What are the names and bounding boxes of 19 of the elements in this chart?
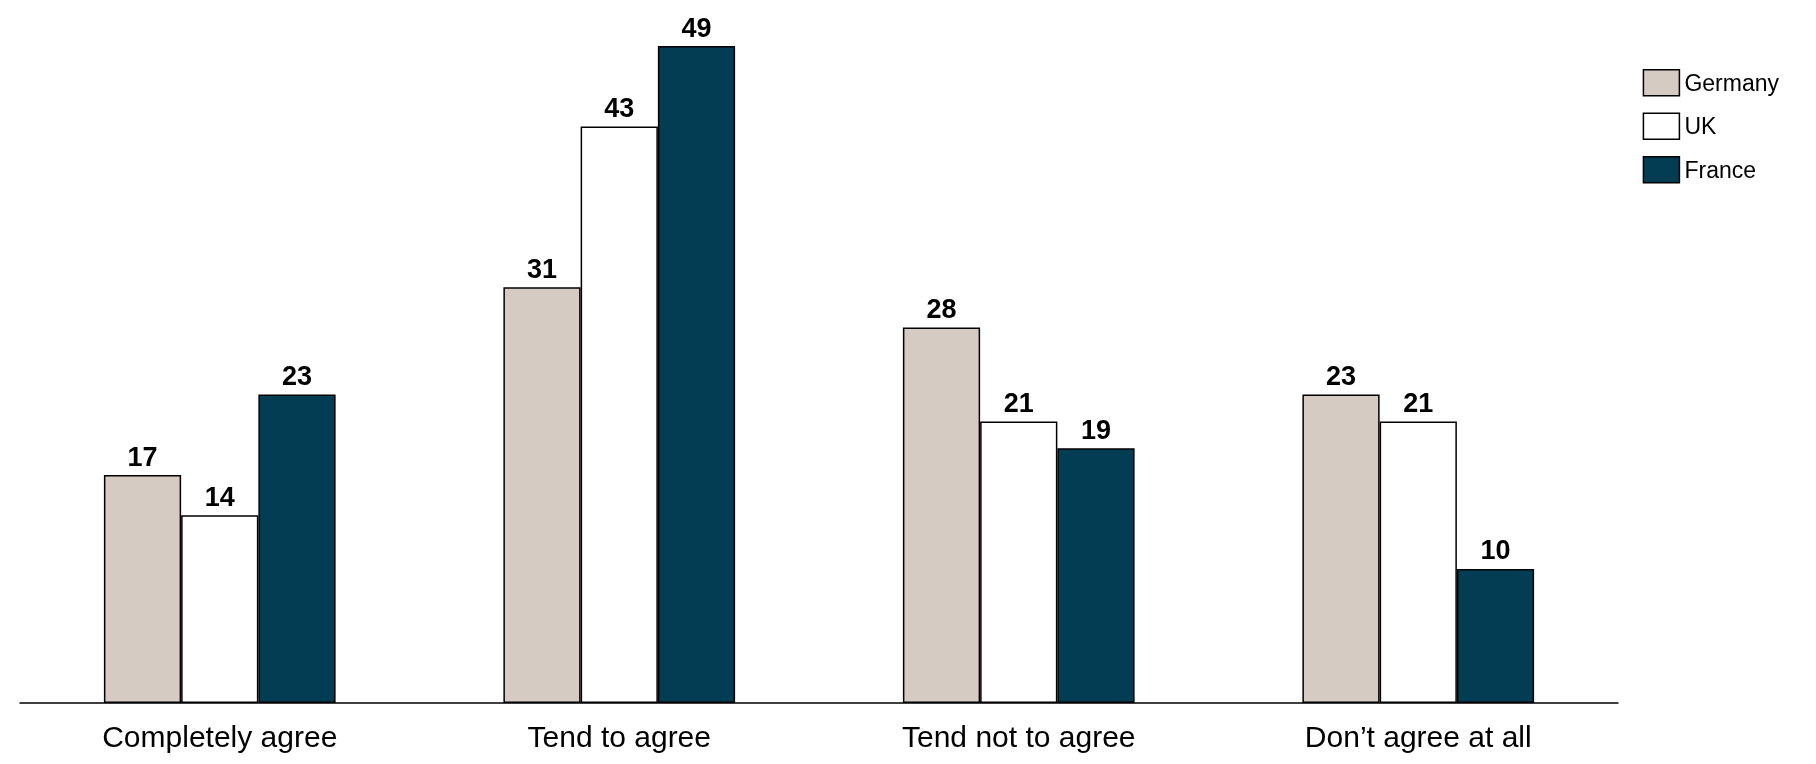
data-label: 19 bbox=[1080, 414, 1112, 445]
data-label: 17 bbox=[127, 441, 158, 472]
data-label: 21 bbox=[1003, 387, 1034, 418]
data-label: 31 bbox=[526, 253, 558, 284]
x-tick-label: Tend to agree bbox=[527, 719, 711, 753]
data-label: 49 bbox=[681, 12, 712, 43]
legend-label: UK bbox=[1684, 113, 1718, 140]
data-label: 43 bbox=[604, 92, 635, 123]
data-label: 23 bbox=[1325, 361, 1357, 392]
data-label: 21 bbox=[1403, 387, 1434, 418]
data-label: 23 bbox=[281, 361, 313, 392]
x-tick-label: Tend not to agree bbox=[901, 719, 1136, 753]
data-label: 14 bbox=[204, 481, 235, 512]
legend-label: France bbox=[1684, 156, 1757, 183]
legend-label: Germany bbox=[1684, 69, 1780, 96]
x-tick-label: Don’t agree at all bbox=[1304, 719, 1532, 753]
data-label: 28 bbox=[926, 294, 957, 325]
data-label: 10 bbox=[1480, 535, 1511, 566]
x-tick-label: Completely agree bbox=[102, 719, 338, 753]
